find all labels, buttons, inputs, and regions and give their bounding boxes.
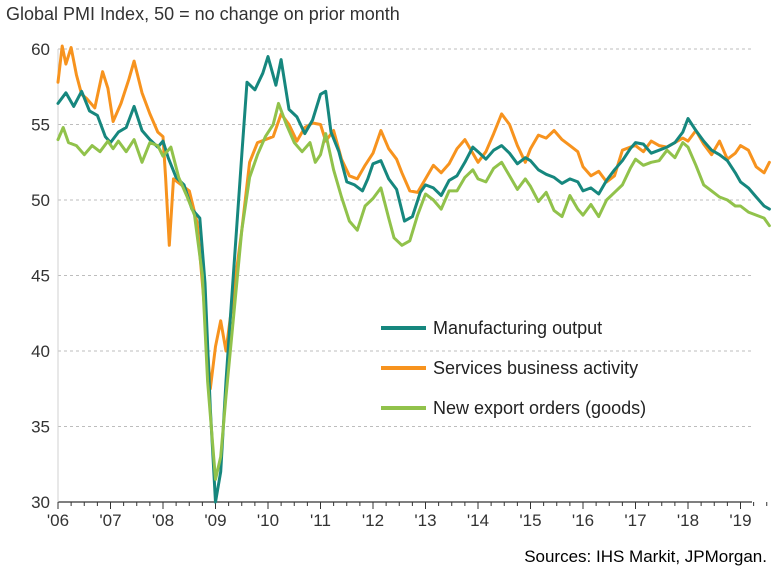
x-tick-label: '16 <box>572 511 594 530</box>
x-tick-label: '14 <box>467 511 489 530</box>
x-tick-label: '15 <box>519 511 541 530</box>
legend-label: Manufacturing output <box>433 318 602 338</box>
legend-label: New export orders (goods) <box>433 398 646 418</box>
series-lines <box>56 44 771 504</box>
y-tick-label: 45 <box>31 267 50 286</box>
series-line-services-business-activity <box>56 44 771 391</box>
x-tick-label: '13 <box>414 511 436 530</box>
y-axis: 30 35 40 45 50 55 60 <box>31 40 50 512</box>
x-tick-label: '12 <box>362 511 384 530</box>
x-tick-label: '11 <box>310 511 331 530</box>
x-tick-label: '08 <box>152 511 174 530</box>
y-tick-label: 40 <box>31 342 50 361</box>
legend-label: Services business activity <box>433 358 638 378</box>
y-tick-label: 55 <box>31 116 50 135</box>
legend: Manufacturing output Services business ac… <box>381 318 646 418</box>
x-tick-label: '19 <box>729 511 751 530</box>
y-tick-label: 35 <box>31 418 50 437</box>
chart-source: Sources: IHS Markit, JPMorgan. <box>524 547 767 566</box>
chart-title: Global PMI Index, 50 = no change on prio… <box>6 4 400 24</box>
x-tick-label: '06 <box>47 511 69 530</box>
x-tick-label: '09 <box>204 511 226 530</box>
y-tick-label: 30 <box>31 493 50 512</box>
y-tick-label: 50 <box>31 191 50 210</box>
x-axis-labels: '06 '07 '08 '09 '10 '11 '12 '13 '14 '15 '16 '17 '18 '… <box>47 511 752 530</box>
x-tick-label: '17 <box>624 511 646 530</box>
x-tick-label: '10 <box>257 511 279 530</box>
series-line-new-export-orders-goods <box>56 101 771 481</box>
series-line-manufacturing-output <box>56 55 771 504</box>
x-axis <box>57 49 768 509</box>
y-tick-label: 60 <box>31 40 50 59</box>
x-tick-label: '18 <box>677 511 699 530</box>
x-tick-label: '07 <box>99 511 121 530</box>
